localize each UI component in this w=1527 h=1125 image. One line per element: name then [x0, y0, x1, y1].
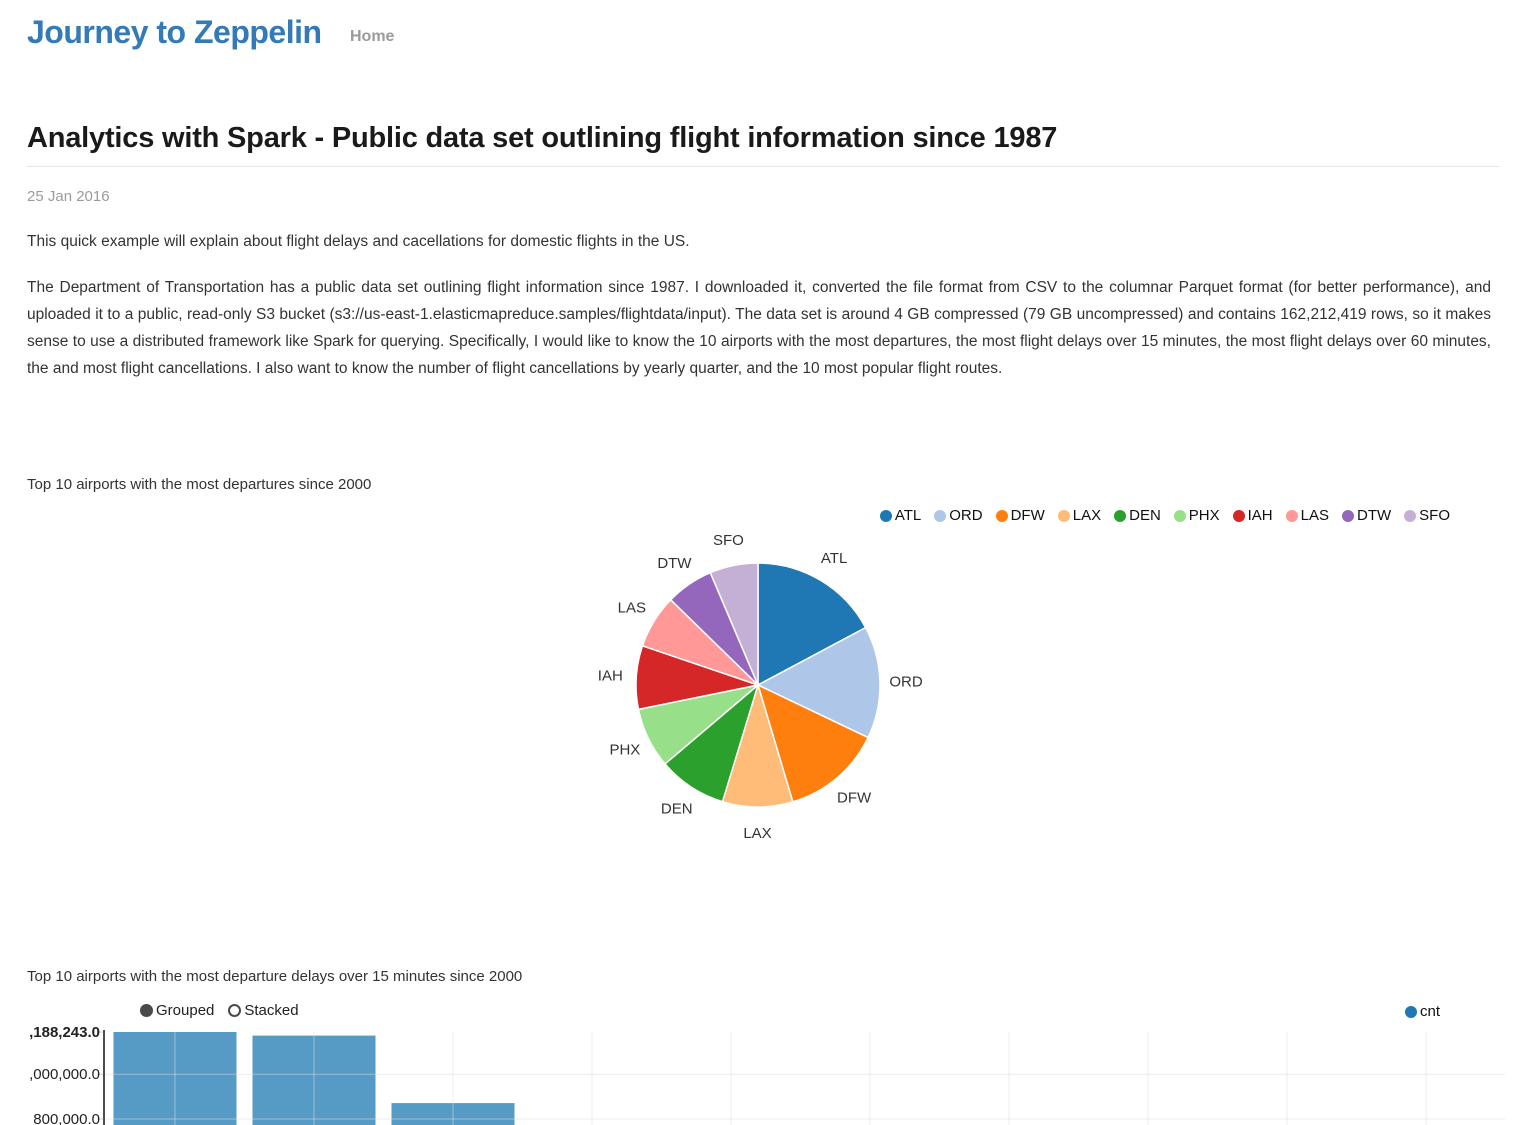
- radio-unselected-icon: [228, 1004, 242, 1017]
- post-body: This quick example will explain about fl…: [27, 228, 1491, 401]
- grouped-radio[interactable]: Grouped: [140, 1002, 214, 1019]
- legend-label-SFO: SFO: [1419, 507, 1450, 524]
- pie-slice-label-DFW: DFW: [837, 790, 872, 807]
- legend-item-IAH[interactable]: IAH: [1232, 507, 1273, 524]
- legend-dot-ORD: [934, 509, 947, 522]
- legend-label-LAX: LAX: [1072, 507, 1102, 524]
- y-tick-label: ,000,000.0: [29, 1066, 100, 1083]
- pie-slice-ORD[interactable]: [756, 626, 881, 739]
- post-title: Analytics with Spark - Public data set o…: [27, 122, 1500, 167]
- bar-chart-title: Top 10 airports with the most departure …: [27, 968, 523, 985]
- bar-legend-item-cnt[interactable]: cnt: [1404, 1003, 1440, 1020]
- pie-slice-label-IAH: IAH: [598, 668, 623, 685]
- pie-slice-SFO[interactable]: [709, 562, 759, 686]
- legend-dot-IAH: [1232, 509, 1245, 522]
- bar-legend-label: cnt: [1419, 1003, 1440, 1020]
- pie-chart: ATL ORD DFW LAX DEN PHX IAH LAS DTW SFO: [598, 532, 923, 842]
- y-tick-label: 800,000.0: [33, 1111, 100, 1125]
- pie-slice-label-SFO: SFO: [713, 532, 744, 549]
- legend-dot-DFW: [995, 509, 1008, 522]
- legend-item-DTW[interactable]: DTW: [1342, 507, 1391, 524]
- legend-label-ORD: ORD: [949, 507, 983, 524]
- legend-dot-SFO: [1404, 509, 1417, 522]
- legend-label-LAS: LAS: [1300, 507, 1329, 524]
- legend-item-DEN[interactable]: DEN: [1114, 507, 1161, 524]
- legend-label-DFW: DFW: [1010, 507, 1045, 524]
- legend-item-DFW[interactable]: DFW: [995, 507, 1045, 524]
- legend-label-IAH: IAH: [1247, 507, 1273, 524]
- legend-dot-ATL: [879, 509, 892, 522]
- pie-slice-label-DEN: DEN: [661, 801, 693, 818]
- legend-item-ATL[interactable]: ATL: [879, 507, 922, 524]
- legend-label-PHX: PHX: [1188, 507, 1220, 524]
- legend-item-ORD[interactable]: ORD: [934, 507, 983, 524]
- legend-label-DEN: DEN: [1129, 507, 1161, 524]
- pie-slice-label-DTW: DTW: [657, 555, 692, 572]
- pie-legend: ATL ORD DFW LAX DEN PHX IAH LAS DTW SFO: [879, 507, 1450, 524]
- pie-slice-label-LAS: LAS: [618, 600, 646, 617]
- site-title-link[interactable]: Journey to Zeppelin: [27, 14, 322, 50]
- paragraph-intro: This quick example will explain about fl…: [27, 233, 690, 250]
- legend-dot-DTW: [1342, 509, 1354, 522]
- site-header: Journey to Zeppelin Home: [27, 14, 394, 51]
- radio-selected-icon: [140, 1004, 153, 1017]
- stacked-radio-label: Stacked: [244, 1002, 299, 1019]
- y-tick-label: ,188,243.0: [29, 1025, 100, 1041]
- pie-slice-ATL[interactable]: [757, 562, 867, 687]
- legend-item-LAX[interactable]: LAX: [1057, 507, 1102, 524]
- post-date: 25 Jan 2016: [27, 188, 110, 205]
- pie-chart-section: Top 10 airports with the most departures…: [0, 470, 1527, 900]
- legend-dot-LAX: [1057, 509, 1070, 522]
- legend-dot-cnt: [1404, 1005, 1417, 1018]
- pie-slice-label-ATL: ATL: [821, 550, 847, 567]
- grouped-radio-label: Grouped: [156, 1002, 215, 1019]
- pie-slice-label-ORD: ORD: [889, 674, 923, 691]
- nav-home-link[interactable]: Home: [349, 28, 395, 45]
- pie-slice-label-PHX: PHX: [609, 742, 640, 759]
- paragraph-dataset: The Department of Transportation has a p…: [27, 279, 1491, 377]
- legend-dot-PHX: [1173, 509, 1186, 522]
- bar-chart-section: Top 10 airports with the most departure …: [0, 960, 1527, 1125]
- legend-item-LAS[interactable]: LAS: [1285, 507, 1329, 524]
- pie-slice-DFW[interactable]: [756, 683, 870, 803]
- pie-chart-title: Top 10 airports with the most departures…: [27, 476, 372, 493]
- bar-chart: ,188,243.0 ,000,000.0 800,000.0: [29, 1025, 1505, 1125]
- legend-dot-LAS: [1285, 509, 1298, 522]
- legend-item-PHX[interactable]: PHX: [1173, 507, 1220, 524]
- pie-slice-label-LAX: LAX: [743, 825, 771, 842]
- legend-label-DTW: DTW: [1357, 507, 1392, 524]
- bar-chart-controls: Grouped Stacked: [140, 1002, 299, 1019]
- legend-dot-DEN: [1114, 509, 1127, 522]
- legend-label-ATL: ATL: [894, 507, 922, 524]
- stacked-radio[interactable]: Stacked: [228, 1002, 299, 1019]
- legend-item-SFO[interactable]: SFO: [1404, 507, 1450, 524]
